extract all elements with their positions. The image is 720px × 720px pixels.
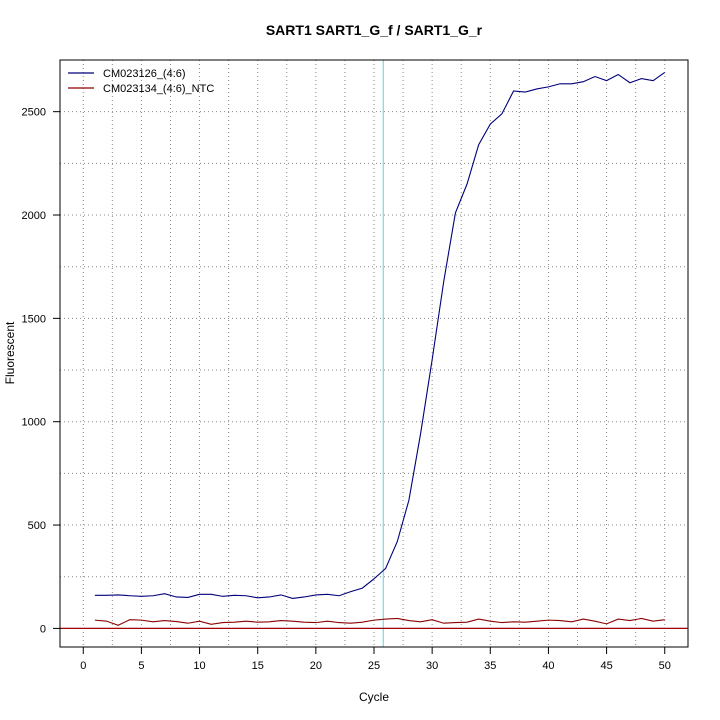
legend-label: CM023134_(4:6)_NTC — [103, 83, 214, 95]
y-tick-label: 1000 — [22, 417, 46, 429]
y-tick-label: 1500 — [22, 313, 46, 325]
x-tick-label: 20 — [310, 660, 322, 672]
y-tick-label: 2000 — [22, 210, 46, 222]
series-line-2 — [94, 617, 665, 626]
y-axis-title: Fluorescent — [3, 321, 17, 384]
x-tick-label: 10 — [193, 660, 205, 672]
y-tick-label: 500 — [28, 520, 46, 532]
x-tick-label: 25 — [368, 660, 380, 672]
legend-label: CM023126_(4:6) — [103, 68, 186, 80]
x-tick-label: 40 — [542, 660, 554, 672]
y-tick-label: 2500 — [22, 107, 46, 119]
x-tick-label: 15 — [252, 660, 264, 672]
x-tick-label: 50 — [659, 660, 671, 672]
x-tick-label: 0 — [80, 660, 86, 672]
chart-title: SART1 SART1_G_f / SART1_G_r — [266, 22, 483, 38]
y-tick-label: 0 — [40, 623, 46, 635]
x-tick-label: 30 — [426, 660, 438, 672]
x-axis-title: Cycle — [359, 690, 389, 704]
x-tick-label: 45 — [600, 660, 612, 672]
series-line-1 — [94, 71, 666, 599]
legend: CM023126_(4:6) CM023134_(4:6)_NTC — [68, 68, 214, 95]
x-tick-label: 5 — [138, 660, 144, 672]
x-tick-label: 35 — [484, 660, 496, 672]
series-layer — [60, 60, 688, 647]
